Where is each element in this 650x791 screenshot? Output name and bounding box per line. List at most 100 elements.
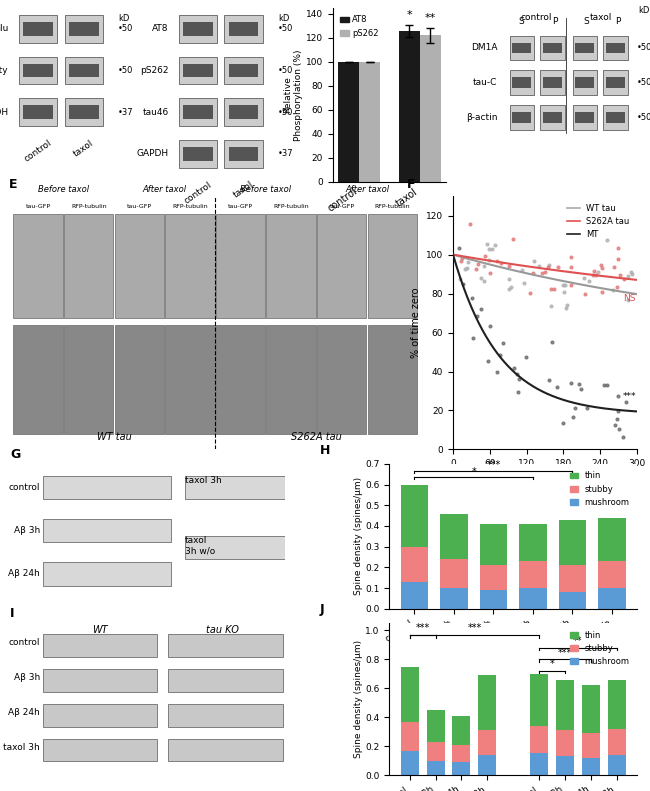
Point <box>599 378 609 391</box>
Text: AT8: AT8 <box>152 25 169 33</box>
Point <box>623 270 633 282</box>
Text: •50: •50 <box>278 25 293 33</box>
Text: Glu: Glu <box>0 25 9 33</box>
Text: Acety: Acety <box>0 66 9 75</box>
Bar <box>582 686 600 733</box>
Point <box>508 233 518 245</box>
Text: tau-C: tau-C <box>473 78 497 87</box>
X-axis label: time after taxol (s): time after taxol (s) <box>499 474 591 484</box>
Point <box>546 300 556 312</box>
Text: tau46: tau46 <box>142 108 169 116</box>
Bar <box>519 588 547 609</box>
Bar <box>452 745 471 763</box>
Text: WT tau: WT tau <box>97 432 131 442</box>
Bar <box>168 739 283 762</box>
Text: RFP-tubulin: RFP-tubulin <box>172 204 208 209</box>
Point <box>467 291 478 304</box>
Bar <box>558 592 586 609</box>
Text: **: ** <box>425 13 436 24</box>
Text: •50: •50 <box>637 78 650 87</box>
Bar <box>440 588 468 609</box>
Point <box>580 288 590 301</box>
FancyBboxPatch shape <box>64 56 103 85</box>
Bar <box>400 485 428 547</box>
Text: Aβ 3h: Aβ 3h <box>14 526 40 535</box>
Bar <box>426 710 445 742</box>
FancyBboxPatch shape <box>23 63 53 78</box>
Point <box>458 278 469 290</box>
Text: RFP-tubulin: RFP-tubulin <box>71 204 107 209</box>
Text: *: * <box>550 660 554 669</box>
Point <box>608 261 619 274</box>
FancyBboxPatch shape <box>183 63 213 78</box>
Point <box>543 260 553 273</box>
Bar <box>398 31 420 182</box>
Text: Aβ 3h: Aβ 3h <box>14 673 40 683</box>
Text: NS: NS <box>623 294 636 303</box>
Text: •50: •50 <box>278 66 293 75</box>
Point <box>454 242 464 255</box>
Bar <box>359 62 380 182</box>
Point <box>521 350 531 363</box>
Point <box>619 273 629 286</box>
FancyBboxPatch shape <box>575 112 594 123</box>
Text: taxol: taxol <box>232 180 255 200</box>
Bar <box>426 761 445 775</box>
Bar <box>478 730 497 755</box>
Text: Before taxol: Before taxol <box>38 184 89 194</box>
Text: control: control <box>8 483 40 491</box>
Bar <box>608 729 626 755</box>
Text: kD: kD <box>638 6 650 15</box>
Point <box>484 254 494 267</box>
Bar <box>608 755 626 775</box>
Point <box>479 259 489 272</box>
Point <box>612 281 622 293</box>
Bar <box>530 674 548 726</box>
Text: pS262: pS262 <box>140 66 169 75</box>
Point <box>561 301 571 314</box>
FancyBboxPatch shape <box>606 112 625 123</box>
Point <box>601 234 612 247</box>
FancyBboxPatch shape <box>69 63 99 78</box>
Bar <box>43 475 171 498</box>
Bar <box>519 561 547 588</box>
Bar <box>216 325 265 434</box>
Bar <box>317 214 367 318</box>
FancyBboxPatch shape <box>575 78 594 88</box>
FancyBboxPatch shape <box>543 43 562 53</box>
FancyBboxPatch shape <box>573 70 597 95</box>
Point <box>566 377 576 389</box>
Text: E: E <box>9 178 18 191</box>
FancyBboxPatch shape <box>224 98 263 126</box>
Point <box>566 250 576 263</box>
Point <box>547 336 557 349</box>
Point <box>485 320 495 332</box>
Point <box>567 411 578 423</box>
Bar <box>400 751 419 775</box>
Text: S: S <box>583 17 589 25</box>
FancyBboxPatch shape <box>606 78 625 88</box>
FancyBboxPatch shape <box>179 15 217 43</box>
Point <box>544 259 554 271</box>
FancyBboxPatch shape <box>512 112 531 123</box>
Text: ***: *** <box>486 460 500 471</box>
FancyBboxPatch shape <box>540 36 565 60</box>
Point <box>620 396 630 409</box>
Bar <box>168 634 283 657</box>
Point <box>583 274 593 287</box>
Point <box>536 267 547 279</box>
Point <box>597 286 608 298</box>
Text: •50: •50 <box>637 44 650 52</box>
Bar <box>367 214 417 318</box>
FancyBboxPatch shape <box>229 147 259 161</box>
Text: RFP-tubulin: RFP-tubulin <box>274 204 309 209</box>
Point <box>590 269 601 282</box>
Bar <box>317 325 367 434</box>
Bar <box>530 754 548 775</box>
Point <box>476 271 487 284</box>
Point <box>573 377 584 390</box>
Point <box>566 260 577 273</box>
Text: J: J <box>320 603 324 615</box>
Bar <box>452 716 471 745</box>
FancyBboxPatch shape <box>543 78 562 88</box>
